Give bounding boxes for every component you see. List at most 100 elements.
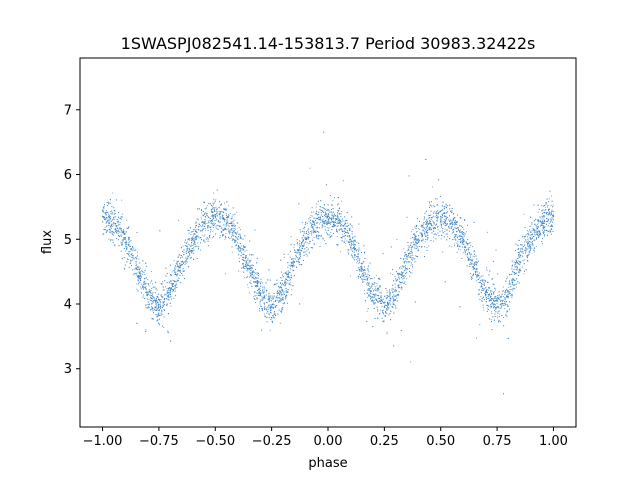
scatter-point <box>366 296 368 298</box>
scatter-point <box>209 203 212 205</box>
scatter-point <box>469 265 471 268</box>
scatter-point <box>369 287 371 289</box>
scatter-point <box>460 240 462 242</box>
scatter-point <box>441 213 443 215</box>
scatter-point <box>400 266 402 268</box>
scatter-point <box>287 289 289 291</box>
scatter-point <box>313 236 315 239</box>
scatter-point <box>199 242 202 244</box>
scatter-point <box>125 250 127 252</box>
scatter-point <box>424 241 426 243</box>
scatter-point <box>460 242 462 244</box>
scatter-point <box>302 238 304 240</box>
scatter-point <box>109 219 111 221</box>
scatter-point <box>259 289 261 292</box>
scatter-point <box>146 304 148 306</box>
scatter-point <box>404 275 406 277</box>
scatter-point <box>151 296 153 298</box>
scatter-point <box>128 245 130 247</box>
scatter-point <box>340 236 342 239</box>
scatter-point <box>198 237 200 239</box>
scatter-point <box>307 248 309 250</box>
scatter-point <box>170 274 173 276</box>
scatter-point <box>305 241 307 243</box>
scatter-point <box>136 251 138 253</box>
scatter-point <box>353 251 355 253</box>
scatter-point <box>163 327 165 329</box>
scatter-point <box>435 238 437 240</box>
scatter-point <box>386 308 388 310</box>
scatter-point <box>482 283 484 285</box>
scatter-point <box>525 248 527 250</box>
scatter-point <box>221 228 223 230</box>
scatter-point <box>432 230 435 232</box>
scatter-point <box>406 278 408 280</box>
scatter-point <box>348 227 350 229</box>
scatter-point <box>151 305 153 307</box>
scatter-point <box>207 230 209 232</box>
scatter-point <box>111 219 114 221</box>
scatter-point <box>406 255 409 257</box>
scatter-point <box>414 226 416 228</box>
scatter-point <box>507 305 509 308</box>
scatter-point <box>465 254 467 256</box>
scatter-point <box>277 295 279 297</box>
scatter-point <box>105 221 108 223</box>
scatter-point <box>341 200 343 202</box>
scatter-point <box>232 221 234 223</box>
scatter-point <box>433 223 435 225</box>
scatter-point <box>423 221 425 224</box>
scatter-point <box>437 215 439 217</box>
scatter-point <box>304 248 306 250</box>
scatter-point <box>173 297 175 300</box>
scatter-point <box>358 247 360 249</box>
scatter-point <box>225 212 227 215</box>
scatter-point <box>152 300 154 303</box>
scatter-point <box>132 254 134 256</box>
scatter-point <box>498 307 500 309</box>
scatter-point <box>532 236 534 238</box>
scatter-point <box>102 232 104 235</box>
scatter-point <box>336 235 338 238</box>
scatter-point <box>482 275 484 277</box>
scatter-point <box>121 213 123 215</box>
scatter-point <box>357 257 359 259</box>
scatter-point <box>350 245 352 247</box>
scatter-point <box>194 234 196 236</box>
scatter-point <box>524 247 527 249</box>
scatter-point <box>551 217 553 219</box>
scatter-point <box>305 231 308 233</box>
scatter-point <box>174 272 176 274</box>
scatter-point <box>225 229 227 231</box>
scatter-point <box>530 243 532 245</box>
scatter-point <box>330 210 332 213</box>
scatter-point <box>307 233 309 235</box>
scatter-point <box>483 288 485 290</box>
scatter-point <box>540 204 542 206</box>
scatter-point <box>116 230 118 232</box>
scatter-point <box>492 304 494 306</box>
scatter-point <box>323 204 325 206</box>
scatter-point <box>541 224 543 226</box>
scatter-point <box>536 226 538 228</box>
scatter-point <box>280 291 282 293</box>
scatter-point <box>392 298 394 300</box>
scatter-point <box>183 251 185 253</box>
scatter-point <box>472 255 474 257</box>
scatter-point <box>132 256 134 258</box>
scatter-point <box>409 244 411 246</box>
scatter-point <box>346 240 348 242</box>
scatter-point <box>392 274 394 276</box>
scatter-point <box>451 207 453 209</box>
scatter-point <box>541 230 543 232</box>
scatter-point <box>155 303 157 305</box>
scatter-point <box>158 304 160 306</box>
scatter-point <box>133 249 135 252</box>
scatter-point <box>516 262 518 264</box>
scatter-point <box>127 242 129 244</box>
scatter-point <box>491 290 493 292</box>
scatter-point <box>156 320 158 322</box>
scatter-point <box>344 216 346 218</box>
scatter-point <box>521 255 523 257</box>
scatter-point <box>252 254 254 256</box>
